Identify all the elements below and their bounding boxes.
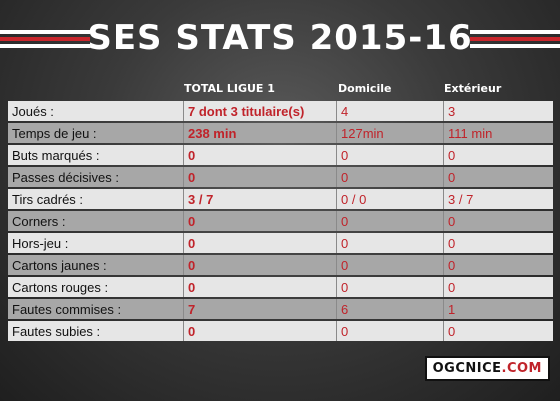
row-home: 6 (336, 299, 443, 319)
row-away: 0 (443, 145, 553, 165)
column-header-total: TOTAL LIGUE 1 (184, 82, 275, 95)
row-away: 3 (443, 101, 553, 121)
row-away: 0 (443, 211, 553, 231)
row-label: Corners : (8, 211, 183, 231)
row-label: Fautes subies : (8, 321, 183, 341)
row-home: 0 (336, 167, 443, 187)
row-total: 0 (183, 211, 336, 231)
logo-domain: .COM (501, 361, 542, 376)
table-row: Joués :7 dont 3 titulaire(s) 4 3 (8, 101, 553, 121)
row-label: Cartons jaunes : (8, 255, 183, 275)
row-away: 1 (443, 299, 553, 319)
row-away: 111 min (443, 123, 553, 143)
row-total: 0 (183, 321, 336, 341)
decorative-stripes-left (0, 30, 90, 50)
row-home: 0 / 0 (336, 189, 443, 209)
row-home: 127min (336, 123, 443, 143)
stats-table: Joués :7 dont 3 titulaire(s) 4 3 Temps de j… (8, 99, 553, 343)
row-total: 0 (183, 167, 336, 187)
row-label: Temps de jeu : (8, 123, 183, 143)
row-total: 7 dont 3 titulaire(s) (183, 101, 336, 121)
row-total: 238 min (183, 123, 336, 143)
page-title: SES STATS 2015-16 (87, 18, 473, 58)
row-home: 0 (336, 321, 443, 341)
row-total: 3 / 7 (183, 189, 336, 209)
row-away: 0 (443, 233, 553, 253)
row-home: 4 (336, 101, 443, 121)
row-away: 0 (443, 277, 553, 297)
column-header-home: Domicile (338, 82, 392, 95)
row-away: 3 / 7 (443, 189, 553, 209)
decorative-stripes-right (470, 30, 560, 50)
row-total: 0 (183, 233, 336, 253)
row-label: Tirs cadrés : (8, 189, 183, 209)
row-home: 0 (336, 145, 443, 165)
row-total: 7 (183, 299, 336, 319)
column-header-away: Extérieur (444, 82, 502, 95)
logo-text: OGCNICE (432, 361, 502, 376)
row-label: Buts marqués : (8, 145, 183, 165)
row-label: Fautes commises : (8, 299, 183, 319)
row-away: 0 (443, 167, 553, 187)
row-total: 0 (183, 277, 336, 297)
row-away: 0 (443, 321, 553, 341)
ogcnice-logo: OGCNICE.COM (424, 356, 550, 381)
row-label: Joués : (8, 101, 183, 121)
row-home: 0 (336, 277, 443, 297)
row-total: 0 (183, 145, 336, 165)
row-label: Cartons rouges : (8, 277, 183, 297)
row-away: 0 (443, 255, 553, 275)
row-home: 0 (336, 255, 443, 275)
table-row: Temps de jeu :238 min 127min 111 min (8, 123, 553, 143)
row-home: 0 (336, 211, 443, 231)
row-total: 0 (183, 255, 336, 275)
row-label: Hors-jeu : (8, 233, 183, 253)
row-home: 0 (336, 233, 443, 253)
row-label: Passes décisives : (8, 167, 183, 187)
